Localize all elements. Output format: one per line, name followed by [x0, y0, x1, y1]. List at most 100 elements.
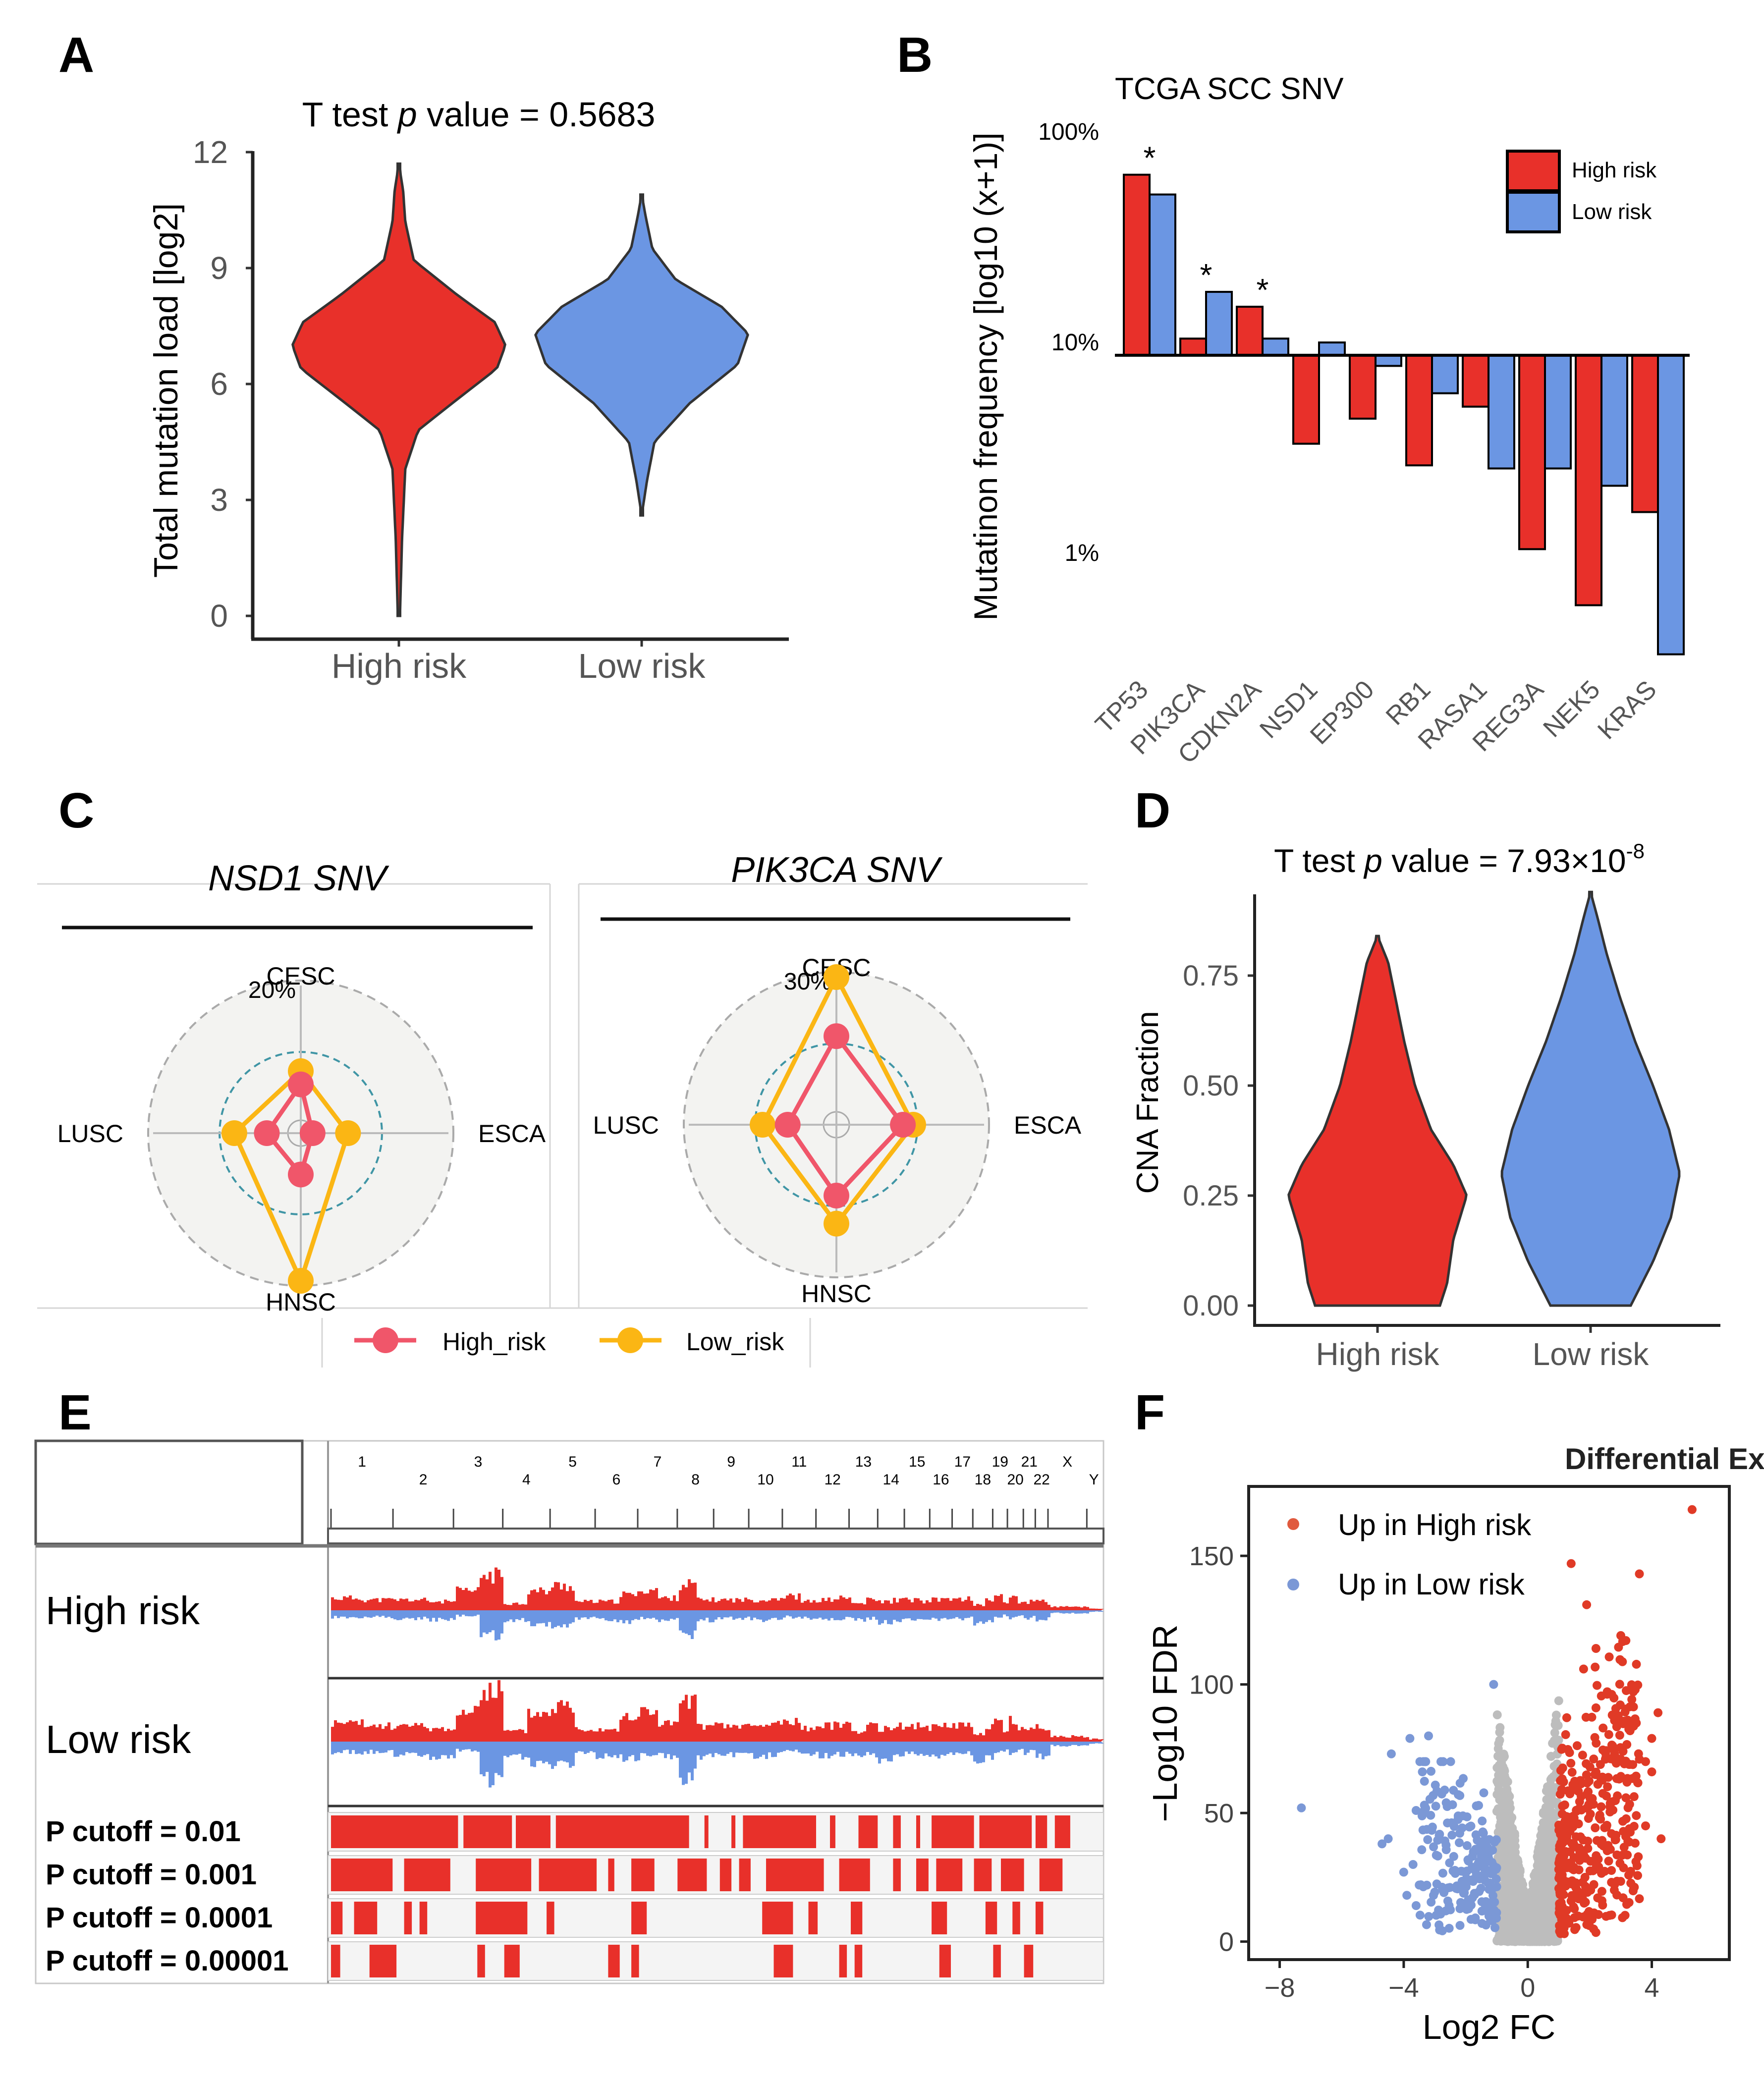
- point-up-high-risk: [1611, 1704, 1620, 1713]
- point-up-low-risk: [1479, 1788, 1488, 1798]
- point-up-high-risk: [1565, 1748, 1574, 1757]
- point-up-low-risk: [1491, 1835, 1501, 1845]
- point-up-low-risk: [1486, 1902, 1495, 1912]
- significant-region: [993, 1945, 1001, 1977]
- point-up-low-risk: [1470, 1865, 1479, 1874]
- point-up-high-risk: [1614, 1643, 1623, 1652]
- panel-label-f: F: [1135, 1385, 1165, 1440]
- panel-d-title-p: p: [1363, 842, 1382, 879]
- point-up-high-risk: [1584, 1814, 1593, 1823]
- significant-region: [916, 1859, 929, 1891]
- bar-rasa1-high: [1462, 354, 1489, 408]
- point-up-high-risk: [1598, 1896, 1606, 1906]
- radar-point-high_risk-cesc: [288, 1071, 314, 1097]
- bar-nek5-high: [1575, 354, 1602, 606]
- significant-region: [677, 1859, 707, 1891]
- panel-e-cnv-tracks: [331, 1567, 1104, 1788]
- point-not-significant: [1495, 1821, 1504, 1831]
- significant-region: [539, 1859, 597, 1891]
- point-up-low-risk: [1462, 1812, 1472, 1821]
- point-up-high-risk: [1555, 1790, 1565, 1799]
- track-label-low-risk: Low risk: [46, 1717, 191, 1761]
- point-not-significant: [1525, 1908, 1535, 1917]
- point-up-low-risk: [1448, 1800, 1457, 1809]
- point-up-high-risk: [1607, 1878, 1616, 1887]
- point-up-low-risk: [1450, 1865, 1460, 1875]
- point-up-high-risk: [1596, 1814, 1605, 1824]
- legend-swatch-high-risk: [1506, 150, 1561, 192]
- y-tick-label: 0.50: [1183, 1070, 1239, 1102]
- cnv-amplification-area: [331, 1680, 1104, 1742]
- chromosome-label-3: 3: [474, 1454, 483, 1470]
- significant-region: [743, 1815, 816, 1848]
- point-up-low-risk: [1421, 1804, 1431, 1813]
- point-up-low-risk: [1424, 1731, 1433, 1741]
- panel-c: C NSD1 SNV 20%CESC ESCA HNSC LUSC PIK3CA SNV 3…: [37, 783, 1088, 1368]
- point-not-significant: [1498, 1762, 1508, 1771]
- point-not-significant: [1550, 1728, 1559, 1738]
- point-up-high-risk: [1624, 1760, 1634, 1769]
- significant-region: [739, 1859, 751, 1891]
- point-up-high-risk: [1591, 1823, 1600, 1832]
- y-tick-label: 12: [193, 134, 228, 170]
- y-tick-label: 6: [210, 366, 228, 402]
- point-up-high-risk: [1567, 1839, 1577, 1848]
- point-not-significant: [1511, 1842, 1520, 1851]
- panel-d-title-suffix: value = 7.93×10: [1382, 842, 1626, 879]
- point-up-low-risk: [1429, 1791, 1438, 1800]
- legend-label-low-risk: Low risk: [1572, 200, 1652, 224]
- y-tick-label: 0: [1219, 1927, 1234, 1957]
- point-up-high-risk: [1647, 1734, 1656, 1743]
- point-up-low-risk: [1475, 1857, 1484, 1866]
- point-up-low-risk: [1477, 1919, 1487, 1928]
- point-not-significant: [1549, 1772, 1558, 1781]
- point-up-high-risk: [1566, 1559, 1576, 1568]
- radar-point-high_risk-esca: [890, 1112, 916, 1138]
- point-up-low-risk: [1467, 1901, 1476, 1910]
- point-up-high-risk: [1582, 1759, 1591, 1768]
- point-up-high-risk: [1582, 1600, 1592, 1609]
- point-up-low-risk: [1444, 1923, 1454, 1933]
- point-up-high-risk: [1582, 1804, 1592, 1813]
- point-up-high-risk: [1610, 1716, 1619, 1725]
- point-not-significant: [1551, 1710, 1561, 1720]
- y-tick-label: 3: [210, 482, 228, 518]
- point-up-low-risk: [1489, 1883, 1498, 1892]
- point-up-low-risk: [1427, 1766, 1435, 1776]
- point-up-low-risk: [1417, 1845, 1427, 1855]
- radar-point-high_risk-hnsc: [824, 1183, 849, 1209]
- point-up-high-risk: [1562, 1713, 1571, 1722]
- significant-region: [331, 1815, 458, 1848]
- radar-title: PIK3CA SNV: [731, 850, 942, 890]
- point-not-significant: [1503, 1884, 1512, 1893]
- significant-region: [331, 1945, 340, 1977]
- point-up-high-risk: [1587, 1712, 1597, 1722]
- radar-max-label: 30%: [784, 969, 831, 995]
- point-not-significant: [1548, 1838, 1557, 1847]
- point-not-significant: [1509, 1834, 1518, 1844]
- y-tick-label: 0.25: [1183, 1180, 1239, 1212]
- point-up-high-risk: [1578, 1895, 1588, 1904]
- significant-region: [979, 1815, 1032, 1848]
- significant-region: [1024, 1945, 1034, 1977]
- cnv-deletion-area: [331, 1742, 1104, 1788]
- cutoff-row: P cutoff = 0.001: [46, 1855, 1104, 1895]
- point-up-low-risk: [1488, 1916, 1497, 1925]
- y-tick-label: 1%: [1065, 540, 1099, 566]
- chromosome-label-2: 2: [419, 1472, 428, 1488]
- point-up-high-risk: [1607, 1866, 1616, 1875]
- point-up-low-risk: [1488, 1868, 1497, 1877]
- point-up-high-risk: [1630, 1882, 1639, 1892]
- chromosome-label-11: 11: [791, 1454, 807, 1470]
- x-tick-label: Low risk: [578, 647, 706, 685]
- panel-label-d: D: [1135, 783, 1170, 838]
- point-up-low-risk: [1479, 1828, 1488, 1838]
- cutoff-row-background: [328, 1898, 1104, 1938]
- bar-ep300-low: [1375, 354, 1402, 367]
- significant-region: [555, 1815, 689, 1848]
- bar-nek5-low: [1600, 354, 1628, 487]
- point-up-high-risk: [1558, 1902, 1567, 1912]
